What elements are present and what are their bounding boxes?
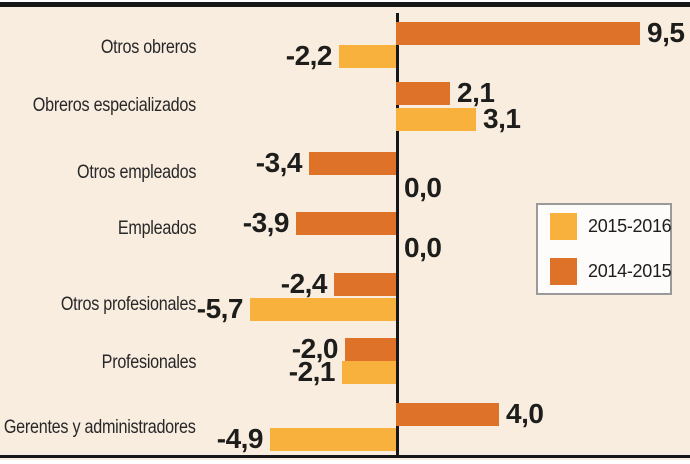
bar-2014-2015-otros-obreros xyxy=(396,22,640,45)
category-label-empleados: Empleados xyxy=(117,218,196,239)
value-label-2015-2016-otros-empleados: 0,0 xyxy=(404,172,442,203)
value-label-2014-2015-obreros-especializados: 2,1 xyxy=(457,77,495,108)
top-border-rule xyxy=(0,2,690,7)
value-label-2014-2015-otros-obreros: 9,5 xyxy=(647,17,685,48)
zero-axis-line xyxy=(396,13,399,457)
legend: 2015-2016 2014-2015 xyxy=(536,203,672,295)
category-label-gerentes-y-administradores: Gerentes y administradores xyxy=(4,417,196,438)
value-label-2015-2016-otros-profesionales: -5,7 xyxy=(196,293,244,324)
value-label-2015-2016-profesionales: -2,1 xyxy=(288,356,336,387)
value-label-2015-2016-empleados: 0,0 xyxy=(404,232,442,263)
bar-2014-2015-profesionales xyxy=(345,338,396,361)
bar-2015-2016-otros-profesionales xyxy=(250,298,396,321)
value-label-2014-2015-gerentes-y-administradores: 4,0 xyxy=(506,398,544,429)
bar-2014-2015-gerentes-y-administradores xyxy=(396,403,499,426)
category-label-otros-profesionales: Otros profesionales xyxy=(60,294,196,315)
legend-swatch-2014-2015 xyxy=(550,258,577,285)
legend-swatch-2015-2016 xyxy=(550,213,577,240)
value-label-2014-2015-profesionales: -2,0 xyxy=(291,333,339,364)
legend-label-2015-2016: 2015-2016 xyxy=(588,216,672,236)
value-label-2015-2016-obreros-especializados: 3,1 xyxy=(483,103,521,134)
bar-2015-2016-profesionales xyxy=(342,361,396,384)
category-label-obreros-especializados: Obreros especializados xyxy=(32,95,196,116)
bottom-border-rule xyxy=(0,455,690,458)
bar-2015-2016-obreros-especializados xyxy=(396,108,476,131)
bar-2015-2016-otros-obreros xyxy=(339,45,396,68)
bar-2014-2015-otros-profesionales xyxy=(334,273,396,296)
bar-2014-2015-otros-empleados xyxy=(309,152,396,175)
bar-2014-2015-empleados xyxy=(296,212,396,235)
value-label-2015-2016-otros-obreros: -2,2 xyxy=(285,40,333,71)
category-label-profesionales: Profesionales xyxy=(101,352,196,373)
value-label-2014-2015-otros-profesionales: -2,4 xyxy=(280,268,328,299)
bar-2015-2016-gerentes-y-administradores xyxy=(270,428,396,451)
value-label-2015-2016-gerentes-y-administradores: -4,9 xyxy=(216,423,264,454)
bar-2014-2015-obreros-especializados xyxy=(396,82,450,105)
value-label-2014-2015-empleados: -3,9 xyxy=(242,207,290,238)
value-label-2014-2015-otros-empleados: -3,4 xyxy=(255,147,303,178)
category-label-otros-empleados: Otros empleados xyxy=(76,162,196,183)
category-label-otros-obreros: Otros obreros xyxy=(100,37,197,58)
legend-label-2014-2015: 2014-2015 xyxy=(588,261,672,281)
